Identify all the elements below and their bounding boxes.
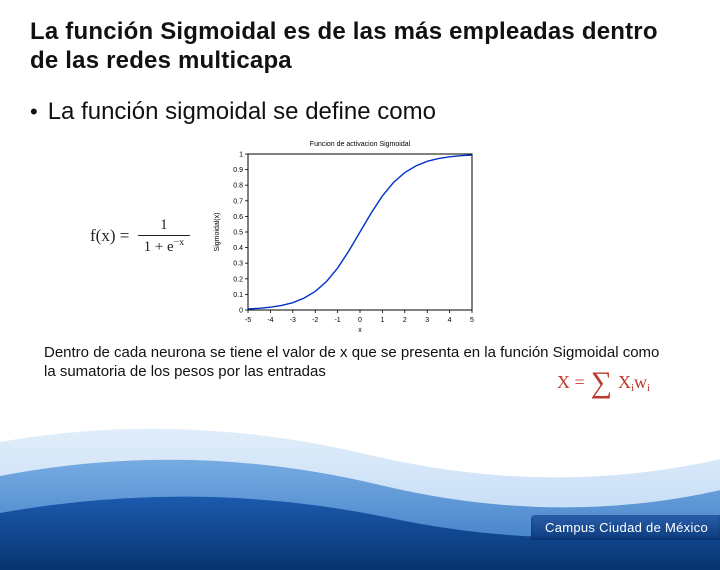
svg-text:1: 1 (239, 152, 243, 159)
footer-campus-badge: Campus Ciudad de México (531, 515, 720, 540)
slide-title: La función Sigmoidal es de las más emple… (30, 18, 690, 76)
svg-text:x: x (358, 327, 362, 334)
sum-wi: i (647, 382, 650, 394)
svg-text:Funcion de activacion Sigmoida: Funcion de activacion Sigmoidal (310, 141, 411, 148)
svg-text:5: 5 (470, 317, 474, 324)
content-row: f(x) = 1 1 + e−x Funcion de activacion S… (30, 136, 690, 336)
svg-text:-5: -5 (245, 317, 251, 324)
sum-Xi: i (631, 382, 634, 394)
svg-text:0.2: 0.2 (233, 276, 243, 283)
slide-root: La función Sigmoidal es de las más emple… (0, 0, 720, 540)
svg-text:0.6: 0.6 (233, 214, 243, 221)
sum-lhs: X = (557, 372, 585, 393)
svg-text:0.9: 0.9 (233, 167, 243, 174)
sum-w: w (634, 372, 647, 392)
svg-text:0.3: 0.3 (233, 261, 243, 268)
svg-text:0.8: 0.8 (233, 183, 243, 190)
sigmoid-chart-svg: Funcion de activacion Sigmoidal -5 -4 -3 -2 -… (210, 136, 480, 336)
sigmoid-chart: Funcion de activacion Sigmoidal -5 -4 -3 -2 -… (210, 136, 480, 336)
formula-lhs: f(x) = (90, 226, 129, 246)
bullet-marker: • (30, 98, 38, 127)
sigmoid-formula: f(x) = 1 1 + e−x (90, 217, 190, 256)
svg-text:3: 3 (425, 317, 429, 324)
svg-text:0.4: 0.4 (233, 245, 243, 252)
svg-text:0.1: 0.1 (233, 292, 243, 299)
bullet-text: La función sigmoidal se define como (48, 98, 436, 126)
svg-text:Sigmoidal(x): Sigmoidal(x) (214, 213, 221, 252)
svg-text:-1: -1 (335, 317, 341, 324)
svg-text:-3: -3 (290, 317, 296, 324)
sigma-icon: ∑ (591, 371, 612, 395)
svg-text:0: 0 (358, 317, 362, 324)
svg-text:-4: -4 (267, 317, 273, 324)
decorative-swoosh (0, 400, 720, 570)
svg-text:-2: -2 (312, 317, 318, 324)
sum-X: X (618, 372, 631, 392)
formula-den-exp: −x (174, 237, 184, 248)
formula-denominator: 1 + e−x (138, 236, 191, 256)
svg-text:0.7: 0.7 (233, 198, 243, 205)
svg-text:1: 1 (381, 317, 385, 324)
svg-text:0: 0 (239, 308, 243, 315)
sum-term: Xiwi (618, 372, 650, 393)
formula-fraction: 1 1 + e−x (138, 217, 191, 256)
formula-den-base: 1 + e (144, 239, 174, 255)
formula-numerator: 1 (138, 217, 191, 236)
svg-text:4: 4 (448, 317, 452, 324)
svg-text:2: 2 (403, 317, 407, 324)
summation-formula: X = ∑ Xiwi (557, 370, 650, 394)
svg-text:0.5: 0.5 (233, 230, 243, 237)
bullet-row: • La función sigmoidal se define como (30, 98, 690, 127)
